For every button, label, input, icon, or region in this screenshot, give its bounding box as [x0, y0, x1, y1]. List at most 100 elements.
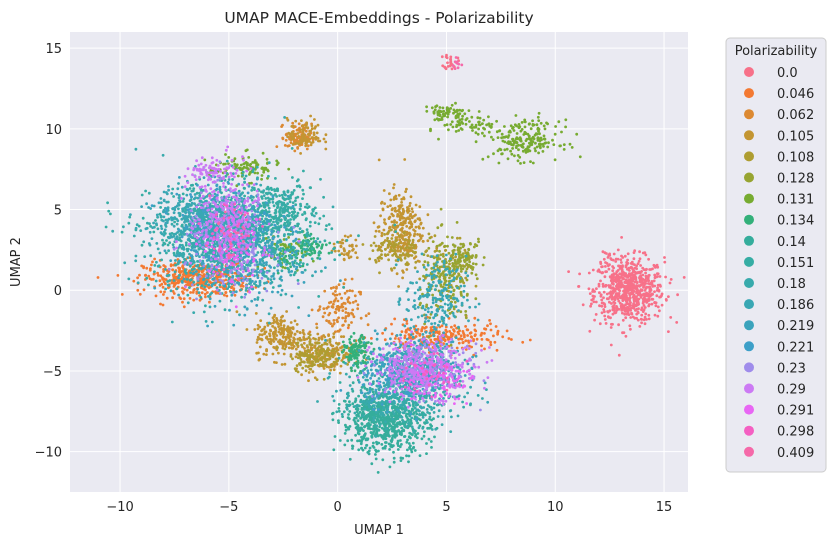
point [338, 439, 342, 442]
point [625, 309, 628, 313]
point [618, 264, 622, 268]
point [348, 338, 351, 341]
point [349, 341, 352, 345]
point [391, 254, 394, 257]
point [347, 427, 351, 431]
point [328, 338, 332, 342]
point [501, 139, 505, 143]
point [464, 316, 468, 320]
point [371, 431, 375, 435]
point [405, 440, 409, 444]
point [296, 353, 300, 356]
point [294, 141, 298, 145]
point [547, 141, 550, 145]
point [487, 130, 491, 134]
point [621, 311, 624, 315]
point [323, 311, 327, 315]
point [644, 268, 648, 272]
point [391, 214, 395, 217]
point [467, 263, 471, 267]
point [407, 442, 411, 445]
point [324, 341, 327, 345]
point [382, 228, 386, 232]
point [682, 276, 686, 279]
point [331, 344, 335, 348]
point [337, 353, 341, 356]
point [408, 239, 411, 243]
point [468, 260, 471, 264]
point [365, 387, 369, 391]
point [389, 445, 393, 448]
point [658, 309, 661, 313]
point [628, 283, 632, 286]
point [301, 262, 305, 265]
point [642, 304, 646, 307]
point [337, 407, 341, 410]
point [308, 129, 312, 133]
point [371, 390, 375, 394]
point [485, 338, 489, 341]
point [132, 279, 136, 283]
point [240, 295, 244, 299]
point [159, 206, 163, 209]
point [372, 241, 376, 245]
point [426, 213, 430, 217]
point [436, 113, 440, 117]
point [494, 325, 498, 328]
point [414, 260, 418, 264]
point [537, 111, 541, 115]
point [392, 221, 396, 224]
point [490, 135, 493, 139]
point [326, 347, 330, 350]
point [274, 327, 277, 330]
point [492, 152, 495, 156]
point [325, 365, 329, 369]
point [275, 145, 279, 149]
point [181, 286, 184, 290]
point [354, 238, 358, 242]
point [448, 64, 452, 68]
point [342, 253, 346, 256]
point [445, 123, 449, 127]
point [507, 337, 511, 340]
point [656, 275, 659, 278]
point [619, 279, 623, 283]
point [612, 252, 616, 256]
point [291, 343, 294, 346]
point [289, 265, 292, 269]
point [407, 454, 411, 458]
point [409, 225, 413, 229]
point [245, 328, 249, 331]
point [359, 292, 362, 296]
point [519, 129, 523, 133]
point [464, 310, 468, 313]
point [374, 453, 377, 456]
point [405, 252, 409, 256]
point [376, 417, 379, 421]
point [377, 225, 381, 229]
point [161, 238, 164, 242]
point [364, 314, 368, 318]
point [343, 344, 346, 347]
point [389, 198, 393, 202]
point [473, 316, 477, 320]
point [625, 279, 629, 283]
point [184, 274, 187, 277]
point [360, 349, 363, 353]
point [466, 328, 470, 332]
point [136, 276, 140, 280]
point [258, 333, 262, 336]
data-points [96, 53, 686, 474]
point [623, 312, 627, 316]
point [495, 348, 499, 352]
point [459, 292, 463, 296]
point [261, 151, 265, 155]
point [304, 129, 308, 133]
point [588, 329, 592, 333]
point [263, 330, 267, 334]
point [144, 273, 148, 277]
point [300, 373, 303, 377]
point [357, 394, 360, 398]
point [458, 122, 462, 126]
point [487, 115, 490, 119]
